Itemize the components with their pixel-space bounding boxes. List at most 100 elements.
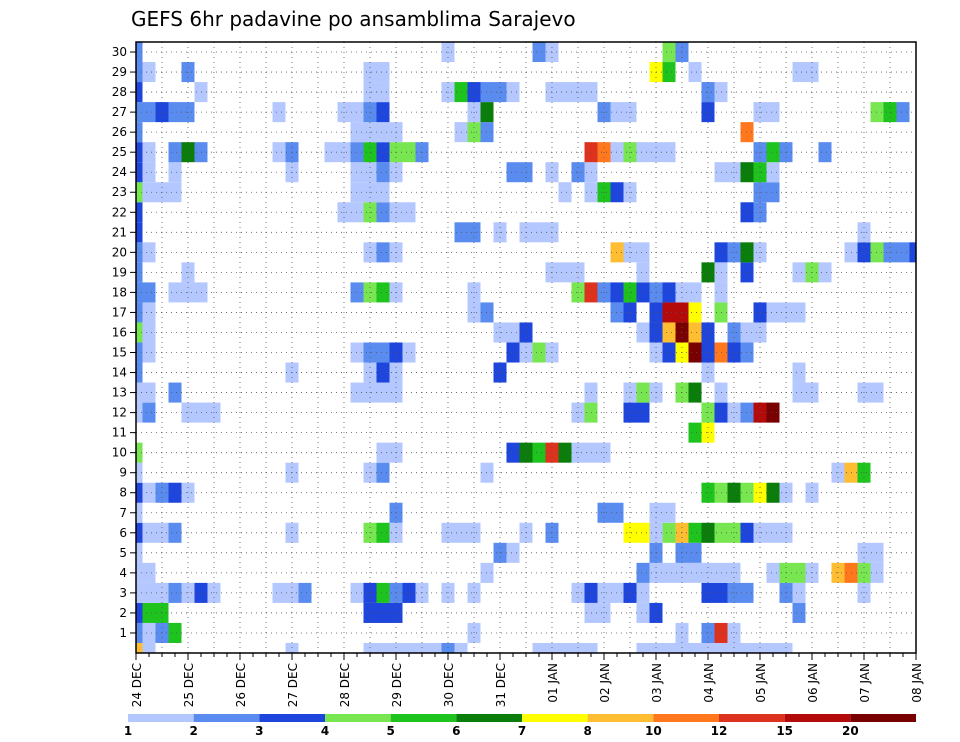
heatmap-cell: [792, 582, 806, 603]
colorbar-swatch: [456, 714, 522, 722]
heatmap-cell: [142, 642, 156, 653]
heatmap-cell: [662, 502, 676, 523]
heatmap-cell: [376, 282, 390, 303]
x-tick-label: 25 DEC: [182, 663, 196, 707]
colorbar-label: 15: [776, 724, 793, 738]
heatmap-cell: [766, 162, 780, 183]
y-tick-label: 1: [119, 626, 127, 640]
x-tick-label: 24 DEC: [130, 663, 144, 707]
heatmap-cell: [636, 262, 650, 283]
heatmap-cell: [532, 442, 546, 463]
heatmap-cell: [142, 182, 156, 203]
heatmap-cell: [766, 182, 780, 203]
heatmap-cell: [688, 562, 702, 583]
heatmap-cell: [136, 322, 143, 343]
heatmap-cell: [584, 642, 598, 653]
heatmap-cell: [136, 182, 143, 203]
heatmap-cell: [376, 602, 390, 623]
y-tick-label: 15: [112, 346, 127, 360]
heatmap-cell: [136, 522, 143, 543]
heatmap-cell: [818, 262, 832, 283]
heatmap-cell: [136, 382, 143, 403]
heatmap-cell: [688, 422, 702, 443]
colorbar-swatch: [128, 714, 194, 722]
heatmap-cell: [376, 342, 390, 363]
heatmap-cell: [402, 582, 416, 603]
heatmap-cell: [896, 102, 910, 123]
y-tick-label: 11: [112, 426, 127, 440]
x-tick-label: 28 DEC: [338, 663, 352, 707]
heatmap-cell: [636, 382, 650, 403]
y-tick-label: 29: [112, 65, 127, 79]
heatmap-cell: [376, 522, 390, 543]
x-tick-label: 30 DEC: [442, 663, 456, 707]
heatmap-cell: [168, 382, 182, 403]
colorbar-label: 12: [711, 724, 728, 738]
heatmap-cell: [662, 522, 676, 543]
x-tick-label: 02 JAN: [598, 663, 612, 703]
colorbar-swatch: [850, 714, 916, 722]
heatmap-cell: [766, 302, 780, 323]
heatmap-cell: [136, 602, 143, 623]
y-tick-label: 26: [112, 125, 127, 139]
heatmap-cell: [136, 502, 143, 523]
heatmap-cell: [636, 142, 650, 163]
heatmap-cell: [454, 642, 468, 653]
heatmap-cell: [136, 142, 143, 163]
x-tick-label: 07 JAN: [858, 663, 872, 703]
heatmap-cell: [136, 442, 143, 463]
y-tick-label: 7: [119, 506, 127, 520]
y-tick-label: 23: [112, 185, 127, 199]
heatmap-cell: [376, 362, 390, 383]
heatmap-cell: [792, 382, 806, 403]
heatmap-cell: [142, 62, 156, 83]
heatmap-cell: [168, 522, 182, 543]
heatmap-cell: [272, 582, 286, 603]
y-tick-label: 4: [119, 566, 127, 580]
heatmap-cell: [168, 282, 182, 303]
y-tick-label: 17: [112, 305, 127, 319]
heatmap-cell: [402, 642, 416, 653]
y-tick-label: 3: [119, 586, 127, 600]
heatmap-cell: [636, 282, 650, 303]
heatmap-cell: [136, 42, 143, 63]
heatmap-cell: [136, 122, 143, 143]
heatmap-cell: [142, 162, 156, 183]
colorbar-swatch: [522, 714, 588, 722]
heatmap-cell: [142, 482, 156, 503]
heatmap-cell: [688, 382, 702, 403]
heatmap-cell: [136, 102, 143, 123]
heatmap-cell: [136, 622, 143, 643]
heatmap-cell: [142, 342, 156, 363]
heatmap-cell: [792, 602, 806, 623]
y-tick-label: 10: [112, 446, 127, 460]
y-tick-label: 25: [112, 145, 127, 159]
x-tick-label: 26 DEC: [234, 663, 248, 707]
heatmap-cell: [506, 82, 520, 103]
y-tick-label: 21: [112, 225, 127, 239]
x-tick-label: 06 JAN: [806, 663, 820, 703]
heatmap-cell: [376, 122, 390, 143]
heatmap-cell: [402, 342, 416, 363]
colorbar-label: 5: [386, 724, 394, 738]
x-tick-label: 31 DEC: [494, 663, 508, 707]
heatmap-cell: [376, 162, 390, 183]
heatmap-cell: [376, 442, 390, 463]
heatmap-cell: [272, 142, 286, 163]
heatmap-cell: [714, 642, 728, 653]
y-tick-label: 28: [112, 85, 127, 99]
heatmap-cell: [506, 322, 520, 343]
heatmap-cell: [136, 222, 143, 243]
heatmap-cell: [766, 142, 780, 163]
heatmap-cell: [168, 622, 182, 643]
heatmap-cell: [142, 242, 156, 263]
grid-lines: [136, 42, 916, 653]
heatmap-cell: [142, 622, 156, 643]
heatmap-cell: [168, 162, 182, 183]
heatmap-cell: [740, 642, 754, 653]
heatmap-cell: [142, 282, 156, 303]
heatmap-cell: [376, 182, 390, 203]
heatmap-cell: [136, 62, 143, 83]
x-axis: 24 DEC 25 DEC 26 DEC 27 DEC 28 DEC 29 DEC 30 D…: [130, 653, 924, 707]
heatmap-cell: [376, 102, 390, 123]
